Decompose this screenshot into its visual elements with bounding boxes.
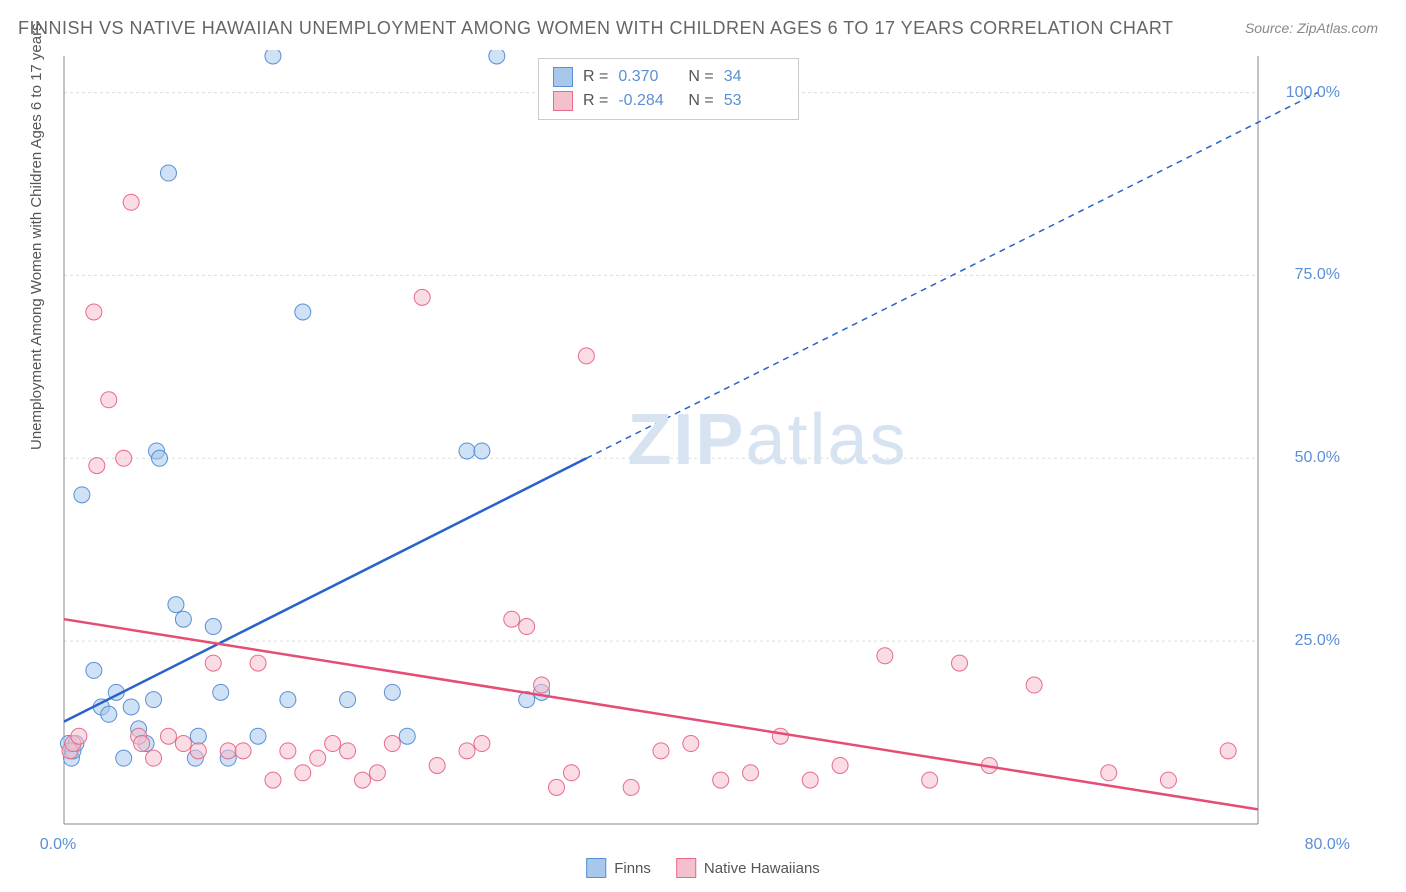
source-prefix: Source:	[1245, 20, 1297, 36]
plot-area: ZIPatlas R = 0.370 N = 34 R = -0.284 N =…	[58, 50, 1348, 830]
legend-item: Native Hawaiians	[676, 858, 820, 878]
stat-row: R = 0.370 N = 34	[553, 65, 784, 89]
legend-item: Finns	[586, 858, 651, 878]
legend-swatch	[676, 858, 696, 878]
stat-r-value: 0.370	[618, 68, 678, 86]
stat-n-label: N =	[688, 68, 713, 86]
correlation-stats-box: R = 0.370 N = 34 R = -0.284 N = 53	[538, 58, 799, 120]
source-attribution: Source: ZipAtlas.com	[1245, 20, 1378, 36]
stat-r-label: R =	[583, 92, 608, 110]
stat-n-label: N =	[688, 92, 713, 110]
y-tick-label: 100.0%	[1286, 84, 1340, 102]
chart-title: FINNISH VS NATIVE HAWAIIAN UNEMPLOYMENT …	[18, 18, 1174, 39]
stat-n-value: 53	[724, 92, 784, 110]
legend: Finns Native Hawaiians	[586, 858, 820, 878]
scatter-svg	[58, 50, 1348, 830]
legend-label: Finns	[614, 860, 651, 877]
stat-r-label: R =	[583, 68, 608, 86]
stat-r-value: -0.284	[618, 92, 678, 110]
y-tick-label: 75.0%	[1295, 266, 1340, 284]
stat-swatch	[553, 67, 573, 87]
legend-label: Native Hawaiians	[704, 860, 820, 877]
x-tick-label: 0.0%	[40, 836, 76, 854]
source-name: ZipAtlas.com	[1297, 20, 1378, 36]
y-tick-label: 25.0%	[1295, 632, 1340, 650]
x-tick-label: 80.0%	[1305, 836, 1350, 854]
stat-row: R = -0.284 N = 53	[553, 89, 784, 113]
stat-swatch	[553, 91, 573, 111]
legend-swatch	[586, 858, 606, 878]
stat-n-value: 34	[724, 68, 784, 86]
chart-container: FINNISH VS NATIVE HAWAIIAN UNEMPLOYMENT …	[0, 0, 1406, 892]
y-axis-label: Unemployment Among Women with Children A…	[28, 23, 45, 450]
y-tick-label: 50.0%	[1295, 449, 1340, 467]
